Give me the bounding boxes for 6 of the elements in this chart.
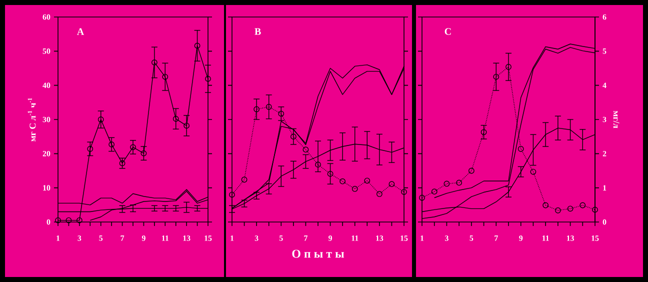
text: B bbox=[254, 28, 261, 35]
y2-axis-title: мг/л bbox=[613, 110, 620, 128]
x-axis-title: О п ы т ы bbox=[292, 250, 344, 258]
text: A bbox=[76, 28, 84, 35]
text: C bbox=[444, 28, 451, 35]
y-axis-title: мг С л$^{-1}$ ч$^{-1}$ bbox=[28, 98, 36, 142]
